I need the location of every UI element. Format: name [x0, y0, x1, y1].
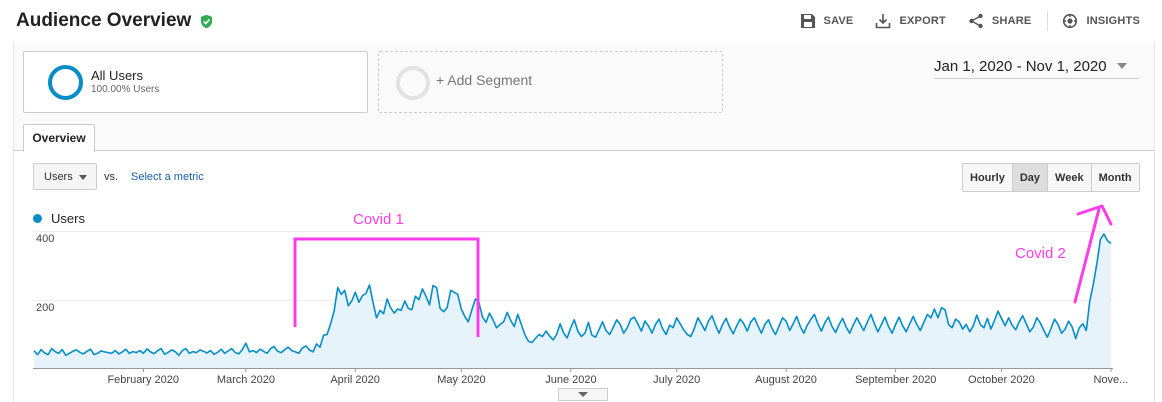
x-tick-label: August 2020 — [755, 374, 817, 386]
granularity-week-button[interactable]: Week — [1047, 164, 1091, 191]
x-tick-label: Nove... — [1093, 374, 1129, 386]
add-segment-button[interactable]: + Add Segment — [378, 51, 723, 113]
granularity-toggle: Hourly Day Week Month — [962, 163, 1140, 192]
segment-all-users[interactable]: All Users 100.00% Users — [23, 51, 368, 113]
x-tick-label: June 2020 — [545, 374, 597, 386]
share-icon — [969, 13, 983, 29]
x-tick-label: October 2020 — [968, 374, 1035, 386]
triangle-down-icon — [578, 392, 588, 397]
tab-overview[interactable]: Overview — [23, 124, 95, 152]
x-tick-label: September 2020 — [855, 374, 937, 386]
x-axis-baseline — [33, 368, 1113, 369]
top-bar — [0, 0, 1162, 42]
gridline — [33, 300, 1113, 301]
share-label: SHARE — [991, 15, 1032, 27]
empty-segment-ring-icon — [396, 66, 430, 100]
vs-label: vs. — [104, 171, 119, 183]
legend-label: Users — [51, 211, 85, 226]
save-label: SAVE — [823, 15, 854, 27]
date-range-picker[interactable]: Jan 1, 2020 - Nov 1, 2020 — [934, 54, 1139, 79]
export-button[interactable]: EXPORT — [875, 13, 946, 29]
header-actions: SAVE EXPORT SHARE INSIGHTS — [800, 0, 1162, 42]
export-icon — [876, 14, 891, 29]
metric-dropdown-value: Users — [44, 170, 73, 183]
y-tick-label: 400 — [36, 233, 55, 245]
granularity-day-button[interactable]: Day — [1011, 164, 1048, 191]
granularity-month-button[interactable]: Month — [1090, 164, 1139, 191]
insights-button[interactable]: INSIGHTS — [1062, 13, 1140, 29]
x-tick-label: May 2020 — [437, 374, 486, 386]
insights-label: INSIGHTS — [1086, 15, 1140, 27]
verified-shield-icon — [201, 14, 213, 28]
chart-resize-handle[interactable] — [558, 388, 608, 401]
segment-percent: 100.00% Users — [91, 84, 160, 95]
share-button[interactable]: SHARE — [968, 13, 1032, 29]
page-title-row: Audience Overview — [16, 10, 214, 32]
granularity-hourly-button[interactable]: Hourly — [963, 164, 1012, 191]
annotation-covid-2: Covid 2 — [1015, 245, 1066, 262]
chevron-down-icon — [1116, 63, 1127, 69]
tab-overview-label: Overview — [32, 131, 86, 145]
export-label: EXPORT — [899, 15, 946, 27]
y-tick-label: 200 — [36, 302, 55, 314]
metric-dropdown[interactable]: Users — [33, 163, 97, 190]
x-tick-label: March 2020 — [216, 374, 275, 386]
date-range-label: Jan 1, 2020 - Nov 1, 2020 — [934, 57, 1107, 75]
tab-divider — [13, 150, 1154, 151]
save-icon — [800, 14, 815, 28]
x-tick-label: July 2020 — [653, 374, 701, 386]
page-title: Audience Overview — [16, 10, 192, 31]
segment-name: All Users — [91, 68, 144, 83]
select-metric-link[interactable]: Select a metric — [131, 171, 204, 183]
caret-down-icon — [79, 175, 87, 180]
x-tick-label: April 2020 — [330, 374, 380, 386]
segment-ring-icon — [48, 65, 83, 100]
legend-dot — [33, 214, 42, 223]
chart-legend: Users — [33, 211, 85, 226]
insights-icon — [1063, 13, 1078, 29]
gridline — [33, 231, 1113, 232]
header-separator — [1047, 11, 1049, 31]
annotation-covid-1: Covid 1 — [353, 211, 404, 228]
save-button[interactable]: SAVE — [800, 13, 854, 29]
x-tick-label: February 2020 — [107, 374, 179, 386]
add-segment-label: + Add Segment — [436, 72, 533, 88]
